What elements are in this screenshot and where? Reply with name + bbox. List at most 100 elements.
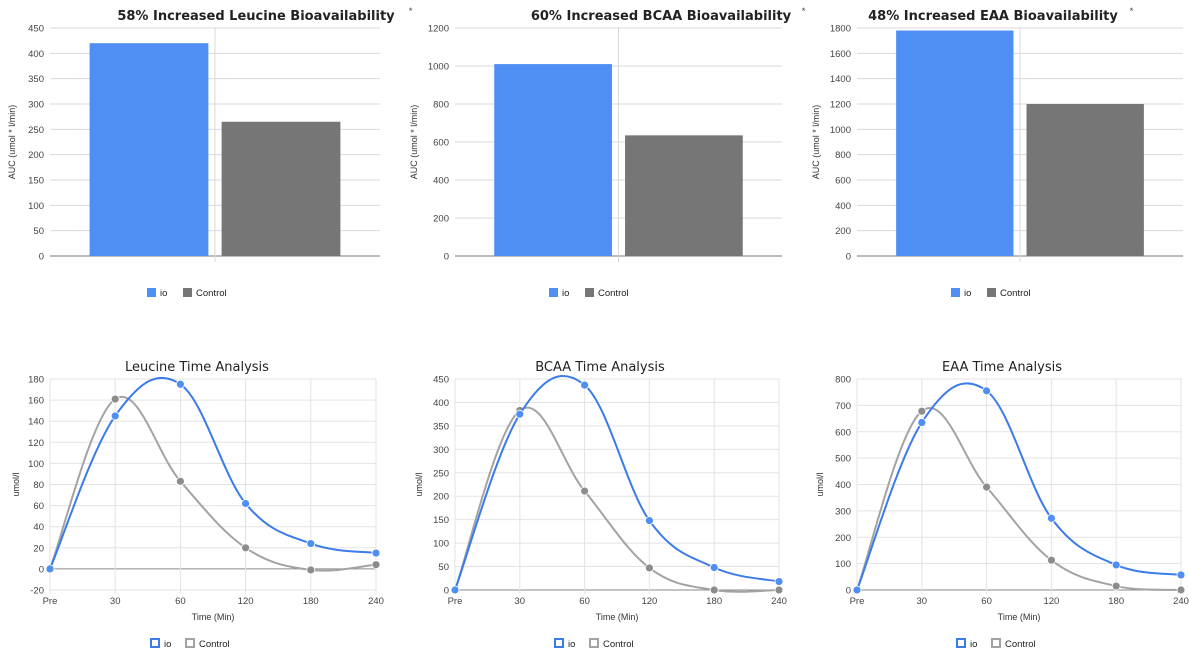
y-tick-label: 200: [835, 533, 851, 544]
data-point-io: [774, 577, 784, 586]
y-tick-label: 0: [39, 564, 44, 575]
legend: io Control: [956, 638, 1036, 650]
x-tick-label: 180: [303, 596, 319, 607]
y-tick-label: 500: [835, 454, 851, 465]
y-tick-label: 0: [39, 252, 44, 263]
data-point-control: [917, 406, 927, 416]
y-tick-label: 150: [433, 515, 449, 526]
line-chart-2: BCAA Time Analysis 0 50 100 150 200 250 300 350 4…: [414, 360, 787, 650]
legend-label-control: Control: [603, 639, 634, 650]
x-tick-label: 120: [1043, 596, 1059, 607]
data-point-control: [645, 563, 654, 573]
chart-title: EAA Time Analysis: [942, 360, 1062, 375]
legend-swatch-io: [956, 638, 966, 648]
chart-title: 48% Increased EAA Bioavailability: [868, 9, 1118, 24]
y-tick-label: 200: [433, 214, 449, 225]
y-tick-label: 200: [835, 226, 851, 237]
data-point-io: [45, 564, 55, 574]
y-tick-label: 150: [28, 176, 44, 187]
y-tick-label: 800: [835, 375, 851, 386]
y-axis-label: umol/l: [414, 472, 424, 496]
bar-control: [221, 121, 341, 256]
legend-label-control: Control: [199, 639, 230, 650]
series-line-control: [454, 406, 780, 593]
x-tick-label: 30: [515, 596, 526, 607]
y-tick-label: 1000: [428, 62, 449, 73]
legend: io Control: [554, 638, 634, 650]
y-tick-label: 600: [835, 427, 851, 438]
x-tick-label: 240: [1173, 596, 1189, 607]
y-tick-label: 600: [835, 176, 851, 187]
y-tick-label: 60: [33, 501, 44, 512]
y-tick-label: 200: [28, 150, 44, 161]
bar-control: [625, 135, 743, 256]
legend-swatch-control: [991, 638, 1001, 648]
data-point-control: [371, 560, 381, 570]
y-tick-label: 1000: [830, 125, 851, 136]
data-point-control: [1111, 581, 1121, 591]
chart-title: 60% Increased BCAA Bioavailability: [531, 9, 792, 24]
y-tick-label: 1400: [830, 74, 851, 85]
y-tick-label: 300: [433, 445, 449, 456]
series-line-io: [454, 374, 780, 591]
data-point-io: [450, 585, 460, 595]
y-tick-label: 1200: [830, 100, 851, 111]
series-line-io: [49, 376, 377, 570]
y-tick-label: 200: [433, 492, 449, 503]
legend-swatch-control: [589, 638, 599, 648]
y-tick-label: 400: [28, 49, 44, 60]
data-point-control: [982, 482, 991, 492]
x-tick-label: 30: [110, 596, 121, 607]
y-axis-label: umol/l: [11, 472, 21, 496]
bar-chart-1: 58% Increased Leucine Bioavailability * 0 5…: [7, 6, 413, 299]
data-point-control: [1176, 585, 1186, 595]
y-tick-label: 0: [444, 586, 449, 597]
series-line-control: [49, 395, 377, 572]
y-axis-label: AUC (umol * l/min): [409, 105, 419, 180]
line-chart-3: EAA Time Analysis 0 100 200 300 400 500 600 700 8…: [815, 360, 1189, 650]
legend: io Control: [147, 288, 227, 299]
series-line-control: [856, 407, 1182, 591]
data-point-io: [110, 411, 120, 421]
legend-swatch-control: [183, 288, 192, 297]
legend-label-io: io: [160, 288, 167, 299]
y-tick-label: 50: [438, 562, 449, 573]
y-tick-label: 450: [28, 24, 44, 35]
y-tick-label: 1200: [428, 24, 449, 35]
bar-io: [896, 30, 1014, 257]
y-axis-label: AUC (umol * l/min): [811, 105, 821, 180]
legend: io Control: [951, 288, 1031, 299]
legend-swatch-io: [549, 288, 558, 297]
title-footnote-mark: *: [409, 6, 413, 17]
legend-label-io: io: [562, 288, 569, 299]
x-tick-label: Pre: [448, 596, 463, 607]
legend-label-io: io: [970, 639, 977, 650]
data-point-control: [175, 476, 185, 486]
line-chart-1: Leucine Time Analysis -20 0 20 40 60 80 100 120 1…: [11, 360, 384, 650]
legend-label-control: Control: [598, 288, 629, 299]
data-point-io: [982, 386, 991, 396]
x-tick-label: 30: [917, 596, 928, 607]
x-tick-label: 60: [175, 596, 186, 607]
y-tick-label: 800: [835, 150, 851, 161]
y-tick-label: 100: [28, 459, 44, 470]
y-tick-label: 80: [33, 480, 44, 491]
legend: io Control: [549, 288, 629, 299]
y-tick-label: 1800: [830, 24, 851, 35]
chart-title: Leucine Time Analysis: [125, 360, 269, 375]
y-tick-label: 350: [433, 421, 449, 432]
y-tick-label: 300: [28, 100, 44, 111]
y-tick-label: 0: [444, 252, 449, 263]
x-axis-label: Time (Min): [192, 612, 235, 622]
y-tick-label: 20: [33, 543, 44, 554]
y-tick-label: 400: [433, 176, 449, 187]
data-point-io: [306, 539, 316, 548]
bar-chart-3: 48% Increased EAA Bioavailability * 0 200 40…: [811, 6, 1183, 299]
x-tick-label: 120: [238, 596, 254, 607]
data-point-io: [645, 516, 654, 526]
y-tick-label: 100: [28, 201, 44, 212]
title-footnote-mark: *: [802, 6, 806, 17]
y-tick-label: 700: [835, 401, 851, 412]
y-tick-label: 40: [33, 522, 44, 533]
